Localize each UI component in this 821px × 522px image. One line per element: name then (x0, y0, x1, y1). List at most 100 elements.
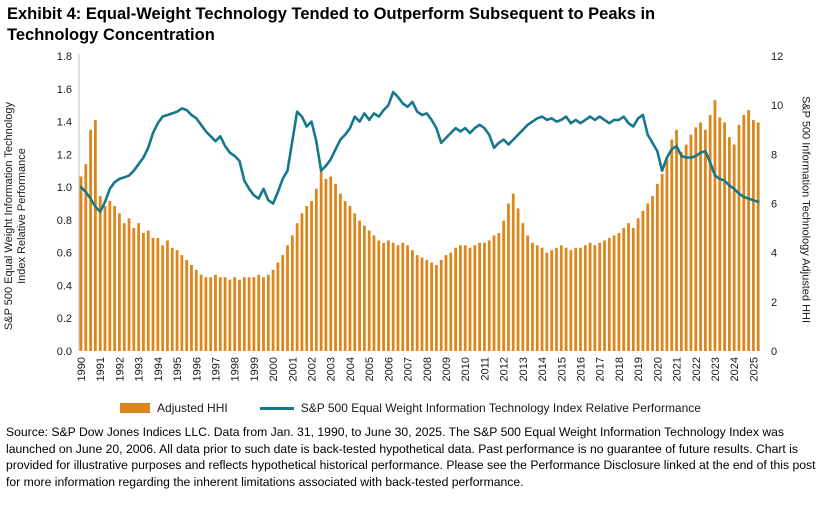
hhi-bar (142, 233, 145, 351)
hhi-bar (190, 264, 193, 351)
x-tick-label: 1998 (230, 357, 242, 381)
hhi-bar (276, 262, 280, 351)
right-tick-label: 10 (771, 100, 783, 112)
x-tick-label: 2001 (287, 357, 299, 381)
legend-line-label: S&P 500 Equal Weight Information Technol… (300, 401, 701, 415)
hhi-bar (703, 129, 707, 351)
hhi-bar (723, 122, 726, 352)
hhi-bar (497, 233, 501, 351)
hhi-bar (526, 235, 530, 351)
hhi-bar (718, 117, 722, 352)
right-tick-label: 4 (771, 248, 777, 260)
left-tick-label: 1.0 (57, 182, 72, 194)
hhi-bar (454, 247, 458, 351)
left-tick-label: 0.4 (57, 280, 72, 292)
hhi-bar (463, 245, 467, 351)
hhi-bar (569, 250, 573, 351)
left-axis-ticks: 0.0 0.2 0.4 0.6 0.8 1.0 1.2 1.4 1.6 1.8 (57, 51, 72, 358)
hhi-bar (257, 274, 261, 351)
hhi-bar (588, 242, 592, 351)
hhi-bar (156, 237, 160, 351)
hhi-bar (132, 228, 136, 351)
x-tick-label: 1991 (95, 357, 107, 381)
hhi-bar (425, 260, 429, 351)
x-tick-label: 2020 (652, 357, 664, 381)
hhi-bar (641, 210, 645, 352)
hhi-bar (492, 235, 496, 351)
hhi-bar (223, 277, 227, 351)
hhi-bar (266, 274, 270, 351)
x-tick-label: 2017 (595, 357, 607, 381)
x-tick-label: 1997 (211, 357, 223, 381)
left-tick-label: 0.0 (57, 346, 72, 358)
hhi-swatch-icon (120, 403, 151, 413)
hhi-bar (670, 139, 674, 351)
hhi-bar (478, 242, 482, 351)
hhi-bar (170, 247, 174, 351)
left-tick-label: 1.2 (57, 149, 72, 161)
hhi-bar (252, 277, 256, 351)
x-tick-label: 2006 (383, 357, 395, 381)
x-tick-label: 2014 (537, 357, 549, 381)
left-tick-label: 0.2 (57, 313, 72, 325)
hhi-bar (348, 205, 352, 351)
hhi-bar (113, 205, 117, 351)
hhi-bar (737, 124, 741, 351)
hhi-bar (334, 183, 337, 351)
hhi-bar (713, 100, 717, 351)
hhi-bar (324, 178, 328, 351)
hhi-bar (281, 255, 285, 352)
right-axis-ticks: 0 2 4 6 8 10 12 (771, 51, 783, 358)
hhi-bar (593, 245, 597, 351)
chart-area: S&P 500 Equal Weight Information Technol… (0, 47, 821, 399)
x-tick-label: 2018 (614, 357, 626, 381)
x-tick-label: 2009 (441, 357, 453, 381)
hhi-bar (583, 245, 587, 351)
legend-hhi-label: Adjusted HHI (157, 401, 228, 415)
hhi-bar (204, 277, 208, 351)
hhi-bar (603, 240, 606, 352)
hhi-bar (89, 129, 93, 351)
hhi-bar (579, 247, 582, 351)
hhi-bar (747, 110, 750, 351)
hhi-bar (598, 242, 602, 351)
x-tick-label: 2003 (326, 357, 338, 381)
x-tick-label: 2012 (499, 357, 511, 381)
hhi-bar (430, 262, 434, 351)
hhi-bar (233, 277, 237, 351)
hhi-bar (262, 277, 265, 351)
x-tick-label: 2023 (710, 357, 722, 381)
x-tick-label: 2011 (479, 357, 491, 381)
hhi-bar (300, 213, 304, 351)
hhi-bar (286, 245, 289, 351)
hhi-bar (507, 203, 510, 351)
hhi-bar (305, 205, 309, 351)
hhi-bar (180, 255, 184, 352)
hhi-bar (218, 277, 222, 351)
x-tick-label: 2021 (672, 357, 684, 381)
hhi-bar (751, 119, 755, 351)
hhi-bar (660, 174, 664, 351)
hhi-bar (564, 247, 568, 351)
hhi-bar (185, 260, 189, 351)
hhi-bar (651, 196, 654, 352)
hhi-bar (636, 218, 640, 351)
hhi-bar (319, 171, 323, 351)
hhi-bar (122, 223, 126, 351)
hhi-bar (391, 242, 395, 351)
combo-chart-svg: 0.0 0.2 0.4 0.6 0.8 1.0 1.2 1.4 1.6 1.8 0 2 4 6 8 10 12… (57, 51, 784, 381)
hhi-bar (84, 164, 88, 351)
x-tick-label: 2002 (307, 357, 319, 381)
page: Exhibit 4: Equal-Weight Technology Tende… (0, 4, 821, 522)
right-axis-title: S&P 500 Information Technology Adjusted … (799, 95, 812, 324)
hhi-bar (622, 228, 626, 351)
exhibit-title: Exhibit 4: Equal-Weight Technology Tende… (7, 5, 656, 44)
right-tick-label: 0 (771, 346, 777, 358)
hhi-bar (146, 230, 150, 351)
hhi-bar (314, 188, 318, 351)
left-tick-label: 0.8 (57, 215, 72, 227)
hhi-bar (531, 242, 534, 351)
hhi-bar (732, 144, 736, 351)
hhi-bar (137, 223, 141, 351)
right-tick-label: 12 (771, 51, 783, 63)
